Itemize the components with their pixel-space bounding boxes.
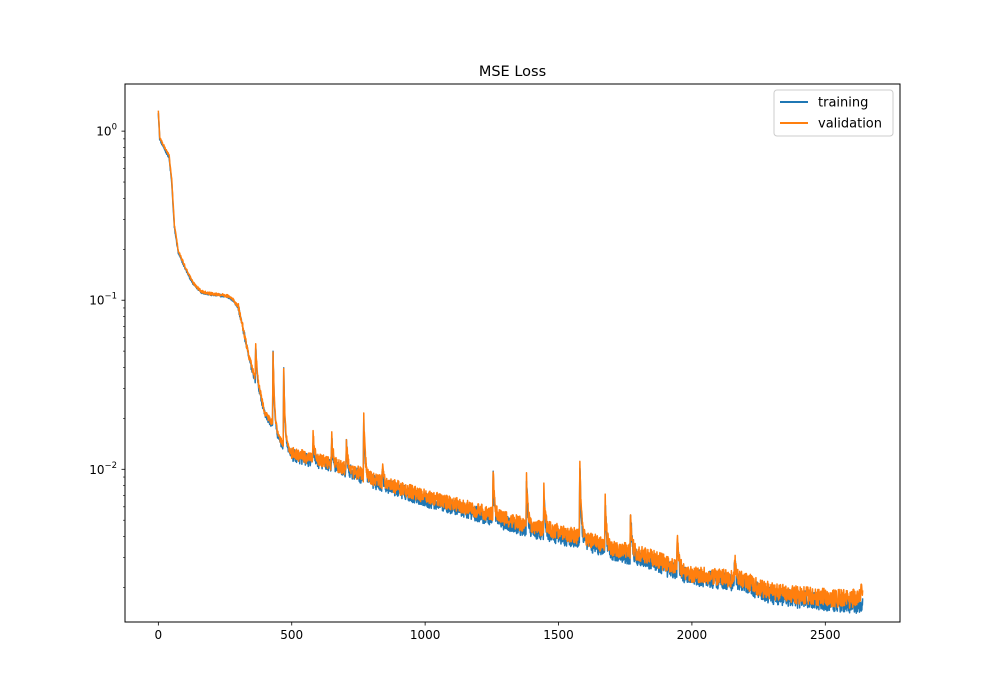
series-line-validation [157,110,864,609]
y-axis: 100 10−1 10−2 [89,123,125,588]
x-tick-label: 1500 [543,628,574,642]
x-tick-label: 500 [280,628,303,642]
y-tick-label: 10−2 [89,461,117,477]
plot-frame [124,83,901,623]
y-tick-label: 10−1 [89,292,117,308]
legend: training validation [773,89,894,137]
x-tick-label: 0 [155,628,163,642]
x-axis: 0 500 1000 1500 2000 2500 [155,622,841,642]
x-tick-label: 2000 [677,628,708,642]
x-tick-label: 1000 [410,628,441,642]
legend-label-training: training [818,96,868,111]
legend-label-validation: validation [818,117,882,132]
series-layer [157,110,864,614]
chart-title: MSE Loss [479,64,546,80]
y-tick-label: 100 [96,123,117,139]
x-tick-label: 2500 [810,628,841,642]
